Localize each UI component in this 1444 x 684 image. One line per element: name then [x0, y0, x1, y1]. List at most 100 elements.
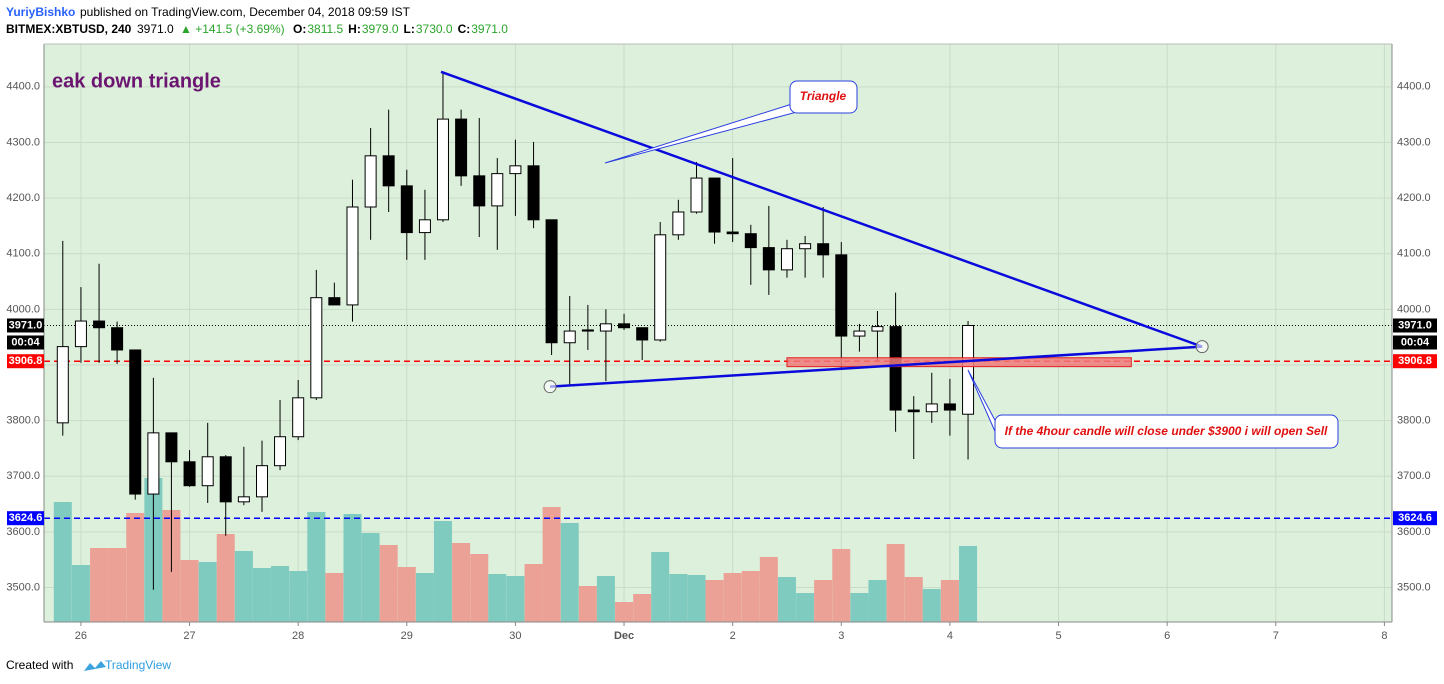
callout-box: [789, 80, 858, 114]
candle-body: [618, 323, 631, 329]
volume-bar: [108, 548, 127, 622]
ohlc-label: H:: [348, 22, 361, 36]
candle-body: [636, 327, 649, 341]
candle-body: [473, 175, 486, 207]
x-tick-label: 7: [1273, 630, 1279, 642]
candle-body: [943, 403, 956, 411]
y-tick-label: 3800.0: [6, 415, 40, 427]
y2-tick-label: 4400.0: [1397, 81, 1431, 93]
candle-body: [780, 248, 793, 271]
candle-body: [93, 320, 106, 329]
volume-bar: [361, 533, 380, 622]
volume-bar: [470, 554, 489, 622]
price-label: 3624.6: [9, 512, 43, 524]
volume-bar: [814, 580, 833, 622]
y-tick-label: 3500.0: [6, 581, 40, 593]
volume-bar: [307, 512, 326, 622]
price-label-box: [7, 354, 44, 369]
symbol: BITMEX:XBTUSD, 240: [6, 22, 132, 36]
candle-body: [491, 173, 504, 207]
ohlc-label: O:: [293, 22, 306, 36]
volume-bar: [271, 566, 290, 622]
x-tick-label: 6: [1164, 630, 1170, 642]
candle-body: [346, 206, 359, 306]
volume-bar: [868, 580, 887, 622]
volume-bar: [71, 565, 90, 622]
candle-body: [364, 155, 377, 208]
volume-bar: [669, 574, 688, 622]
y2-tick-label: 3600.0: [1397, 526, 1431, 538]
x-tick-label: 4: [947, 630, 953, 642]
ohlc-value: 3811.5: [307, 22, 343, 36]
candle-body: [726, 231, 739, 235]
volume-bar: [741, 571, 760, 622]
callout-text: Triangle: [800, 89, 847, 103]
x-tick-label: Dec: [614, 630, 634, 642]
countdown: 00:04: [11, 336, 40, 348]
candle-body: [400, 185, 413, 234]
volume-bar: [488, 574, 507, 622]
callout-box: [994, 414, 1339, 449]
volume-bar: [886, 544, 905, 622]
volume-bar: [904, 577, 923, 622]
candle-body: [219, 456, 232, 503]
candle-body: [962, 324, 975, 415]
volume-bar: [651, 552, 670, 622]
x-tick-label: 29: [401, 630, 413, 642]
x-tick-label: 5: [1055, 630, 1061, 642]
volume-bar: [379, 545, 398, 622]
y2-tick-label: 3700.0: [1397, 470, 1431, 482]
volume-bar: [198, 562, 217, 622]
ohlc-value: 3730.0: [416, 22, 453, 36]
candle-body: [925, 403, 938, 413]
y-tick-label: 3700.0: [6, 470, 40, 482]
candle-body: [382, 155, 395, 187]
candle-body: [436, 118, 449, 221]
candle-body: [129, 349, 142, 495]
volume-bar: [452, 543, 471, 622]
volume-bar: [777, 577, 796, 622]
candle-body: [563, 330, 576, 344]
candle-body: [545, 219, 558, 344]
candle-body: [889, 326, 902, 411]
countdown: 00:04: [1401, 336, 1430, 348]
price-label-box: [1393, 354, 1437, 369]
price-label-box: [1393, 511, 1437, 526]
y-tick-label: 3600.0: [6, 526, 40, 538]
volume-bar: [524, 564, 543, 622]
volume-bar: [940, 580, 959, 622]
volume-bar: [560, 523, 579, 622]
price-label: 3906.8: [9, 355, 43, 367]
y-tick-label: 4400.0: [6, 81, 40, 93]
candle-body: [744, 233, 757, 249]
candle-body: [183, 461, 196, 487]
candle-body: [147, 432, 160, 495]
candle-body: [111, 327, 124, 351]
volume-bar: [415, 573, 434, 622]
volume-bar: [289, 571, 308, 622]
volume-bar: [343, 514, 362, 622]
trend-line: [549, 345, 1203, 388]
volume-bar: [596, 576, 615, 622]
candle-body: [328, 297, 341, 306]
chart-title: eak down triangle: [52, 70, 221, 92]
price-label: 3971.0: [1398, 319, 1432, 331]
price-label: 3906.8: [1398, 355, 1432, 367]
y2-tick-label: 3800.0: [1397, 415, 1431, 427]
y2-tick-label: 3500.0: [1397, 581, 1431, 593]
y-tick-label: 4300.0: [6, 136, 40, 148]
y2-tick-label: 4100.0: [1397, 248, 1431, 260]
price-label-box: [1393, 318, 1437, 333]
x-tick-label: 30: [509, 630, 521, 642]
price-label-box: [7, 318, 44, 333]
candle-body: [527, 165, 540, 221]
volume-bar: [922, 589, 941, 622]
candle-body: [599, 323, 612, 332]
price-label: 3971.0: [9, 319, 43, 331]
trend-handle: [543, 380, 557, 394]
x-tick-label: 8: [1381, 630, 1387, 642]
published: published on TradingView.com, December 0…: [80, 5, 411, 19]
candle-body: [56, 346, 69, 424]
ohlc-label: C:: [458, 22, 471, 36]
